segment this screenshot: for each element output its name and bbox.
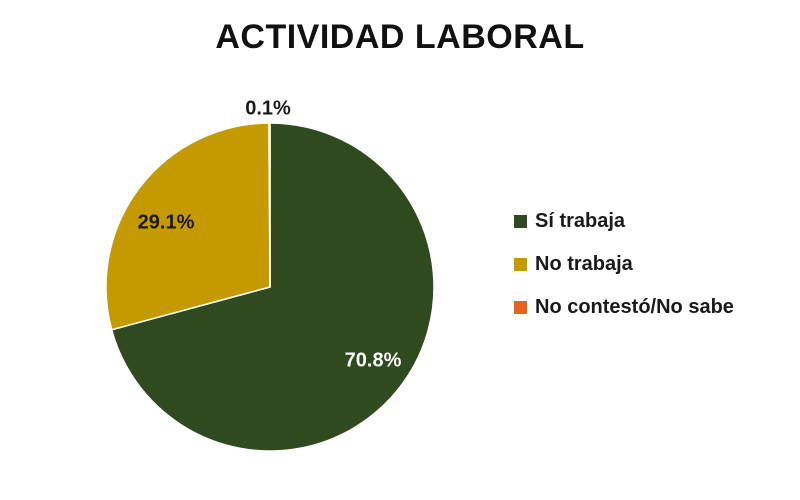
legend-swatch [514, 258, 527, 271]
legend-item-no-contesto: No contestó/No sabe [514, 286, 734, 329]
legend-item-si-trabaja: Sí trabaja [514, 200, 734, 243]
pie-data-label: 0.1% [245, 97, 291, 119]
legend-swatch [514, 301, 527, 314]
pie-slice [268, 122, 271, 288]
chart-legend: Sí trabaja No trabaja No contestó/No sab… [514, 200, 734, 329]
pie-data-label: 70.8% [345, 349, 402, 371]
legend-swatch [514, 215, 527, 228]
pie-slice [105, 122, 271, 331]
legend-item-no-trabaja: No trabaja [514, 243, 734, 286]
pie-slice [110, 122, 435, 452]
pie-data-label: 29.1% [138, 211, 195, 233]
chart-title: ACTIVIDAD LABORAL [215, 18, 585, 56]
legend-label: Sí trabaja [535, 210, 626, 232]
legend-label: No contestó/No sabe [535, 296, 734, 318]
legend-label: No trabaja [535, 253, 633, 275]
